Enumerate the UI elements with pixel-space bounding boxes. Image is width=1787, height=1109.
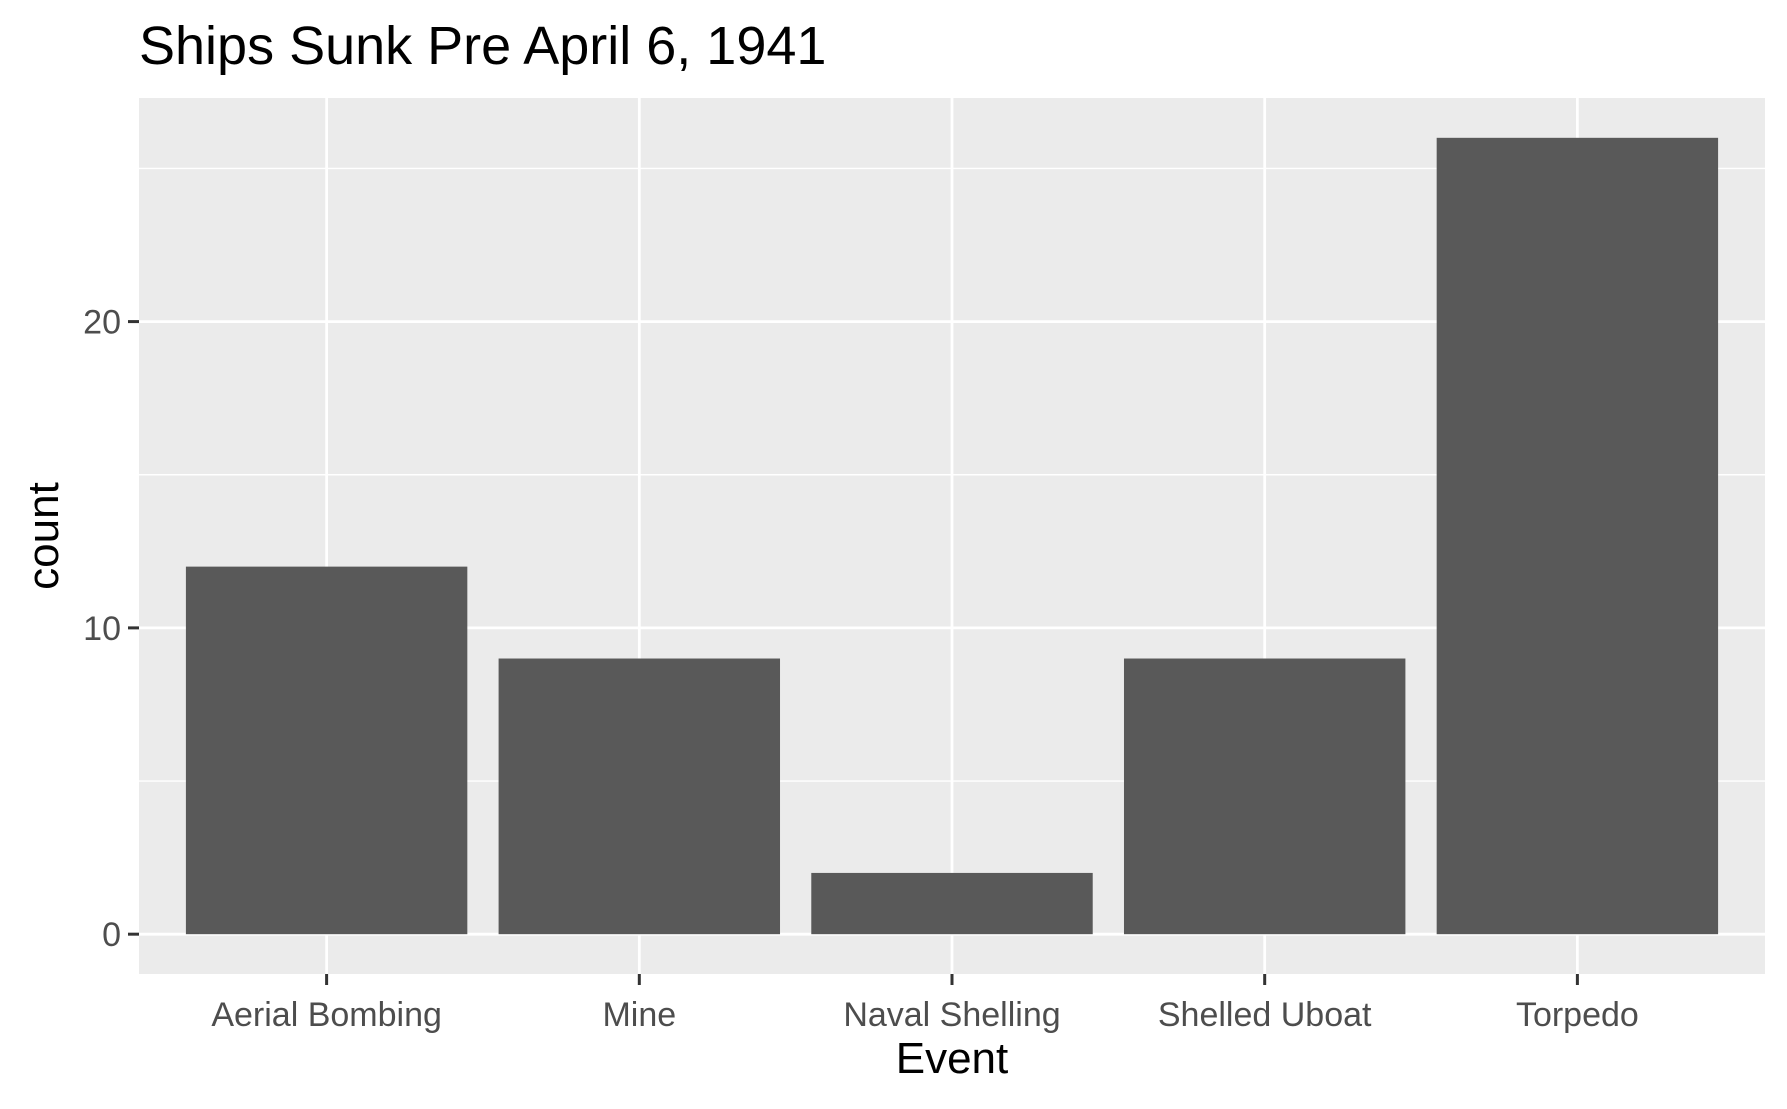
y-tick-label: 10 xyxy=(83,610,121,648)
x-tick-label: Mine xyxy=(602,996,676,1034)
chart-title: Ships Sunk Pre April 6, 1941 xyxy=(139,16,826,76)
y-tick-label: 20 xyxy=(83,304,121,342)
axis-ticks xyxy=(128,320,1579,985)
x-tick-label: Shelled Uboat xyxy=(1158,996,1372,1034)
y-axis-title: count xyxy=(19,482,68,590)
x-axis-title: Event xyxy=(896,1034,1009,1083)
y-tick-labels: 0 10 20 xyxy=(83,304,121,955)
bars xyxy=(185,137,1719,935)
y-tick-label: 0 xyxy=(102,916,121,954)
x-tick-label: Torpedo xyxy=(1516,996,1639,1034)
bar-mine xyxy=(498,658,781,935)
bar-torpedo xyxy=(1436,137,1719,935)
bar-aerial-bombing xyxy=(185,566,468,935)
x-tick-labels: Aerial Bombing Mine Naval Shelling Shelled … xyxy=(211,996,1638,1034)
x-tick-label: Aerial Bombing xyxy=(211,996,442,1034)
x-tick-label: Naval Shelling xyxy=(843,996,1060,1034)
bar-shelled-uboat xyxy=(1123,658,1406,935)
bar-naval-shelling xyxy=(811,872,1093,935)
